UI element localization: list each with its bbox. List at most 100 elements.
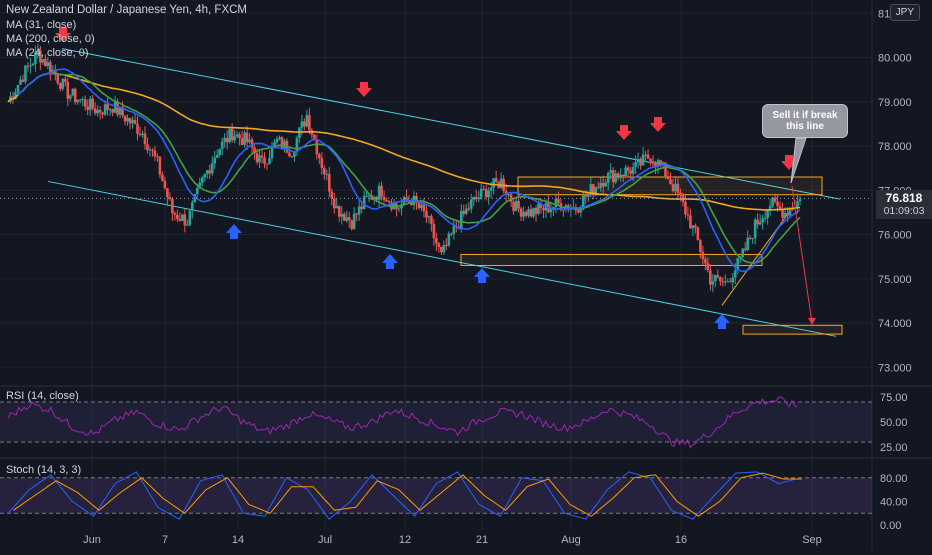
candle-body bbox=[796, 201, 799, 208]
stoch-pane-label[interactable]: Stoch (14, 3, 3) bbox=[6, 464, 82, 476]
candle-body bbox=[340, 213, 344, 217]
candle-body bbox=[467, 208, 471, 210]
candle-body bbox=[183, 214, 187, 226]
candle-body bbox=[621, 174, 625, 177]
candle-body bbox=[432, 224, 436, 239]
candle-body bbox=[342, 213, 346, 221]
buy-arrow-icon bbox=[474, 268, 490, 283]
candle-body bbox=[723, 281, 727, 283]
candle-body bbox=[56, 74, 60, 84]
candle-body bbox=[626, 167, 630, 171]
candle-body bbox=[240, 138, 244, 146]
candle-body bbox=[527, 209, 530, 216]
candle-body bbox=[263, 157, 266, 164]
candle-body bbox=[472, 196, 476, 200]
candle-body bbox=[619, 174, 622, 177]
candle-body bbox=[783, 212, 787, 218]
candle-body bbox=[16, 84, 20, 93]
candle-body bbox=[163, 180, 167, 189]
candle-body bbox=[186, 224, 189, 226]
candle-body bbox=[487, 190, 490, 198]
last-price-tag: 76.818 01:09:03 bbox=[876, 190, 932, 220]
candle-body bbox=[66, 81, 70, 99]
candle-body bbox=[83, 99, 87, 107]
trend-support-line bbox=[721, 207, 793, 306]
candle-body bbox=[315, 139, 319, 155]
candle-body bbox=[636, 159, 640, 163]
projection bbox=[790, 137, 816, 326]
candle-body bbox=[542, 207, 545, 211]
currency-badge[interactable]: JPY bbox=[889, 4, 920, 21]
candle-body bbox=[88, 98, 92, 110]
stoch-tick-label: 0.00 bbox=[880, 520, 901, 532]
candle-body bbox=[768, 205, 772, 210]
candle-body bbox=[332, 198, 336, 209]
candle-body bbox=[146, 144, 149, 151]
candle-body bbox=[238, 134, 241, 139]
candle-body bbox=[19, 79, 22, 85]
candle-body bbox=[701, 251, 705, 260]
candle-body bbox=[313, 134, 316, 140]
candle-body bbox=[171, 199, 174, 214]
candle-body bbox=[233, 136, 236, 141]
candle-body bbox=[761, 218, 764, 223]
candle-body bbox=[716, 275, 720, 278]
ma31-line bbox=[17, 68, 801, 273]
candle-body bbox=[579, 208, 583, 213]
candle-body bbox=[108, 109, 112, 111]
candle-body bbox=[193, 194, 197, 203]
candle-body bbox=[659, 160, 662, 166]
candle-body bbox=[711, 281, 715, 285]
legend-ma24[interactable]: MA (24, close, 0) bbox=[6, 47, 89, 59]
candle-body bbox=[582, 195, 585, 209]
candle-body bbox=[355, 213, 358, 215]
candle-body bbox=[557, 198, 560, 204]
sell-arrow-icon bbox=[650, 117, 666, 132]
candle-body bbox=[123, 115, 127, 122]
moving-averages bbox=[0, 68, 872, 273]
legend-ma31[interactable]: MA (31, close) bbox=[6, 19, 77, 31]
candle-body bbox=[248, 139, 251, 143]
candle-body bbox=[631, 166, 635, 174]
stoch-d-line bbox=[13, 472, 802, 517]
candle-body bbox=[133, 119, 137, 124]
candle-body bbox=[118, 106, 122, 115]
candle-body bbox=[360, 206, 363, 210]
time-tick-label: 12 bbox=[399, 534, 411, 546]
candle-body bbox=[410, 201, 413, 206]
candle-body bbox=[121, 106, 124, 116]
candle-body bbox=[440, 246, 443, 253]
candle-body bbox=[203, 174, 207, 178]
rsi-pane-label[interactable]: RSI (14, close) bbox=[6, 390, 79, 402]
candle-body bbox=[689, 215, 692, 229]
candle-body bbox=[709, 270, 712, 285]
candle-body bbox=[141, 133, 144, 135]
candle-body bbox=[788, 208, 792, 216]
channel-upper-line bbox=[61, 48, 841, 200]
rsi-tick-label: 75.00 bbox=[880, 392, 908, 404]
candle-body bbox=[24, 65, 27, 82]
annotation-callout[interactable]: Sell it if break this line bbox=[762, 104, 848, 138]
price-channel bbox=[47, 48, 841, 337]
rsi-tick-label: 50.00 bbox=[880, 417, 908, 429]
candle-body bbox=[731, 277, 735, 283]
candle-body bbox=[549, 208, 553, 213]
candle-body bbox=[507, 194, 510, 196]
candle-body bbox=[295, 138, 299, 152]
time-tick-label: Jun bbox=[83, 534, 101, 546]
sell-arrow-icon bbox=[356, 82, 372, 97]
candle-body bbox=[430, 216, 433, 225]
candle-body bbox=[300, 121, 304, 128]
candle-body bbox=[447, 233, 451, 246]
candle-body bbox=[773, 197, 777, 202]
candle-body bbox=[213, 157, 217, 164]
legend-ma200[interactable]: MA (200, close, 0) bbox=[6, 33, 95, 45]
candle-body bbox=[567, 205, 570, 210]
candle-body bbox=[537, 203, 540, 214]
price-tick-label: 76.000 bbox=[878, 230, 912, 242]
candle-body bbox=[273, 142, 276, 146]
candle-body bbox=[644, 154, 647, 156]
projection-arrow-icon bbox=[808, 318, 816, 326]
